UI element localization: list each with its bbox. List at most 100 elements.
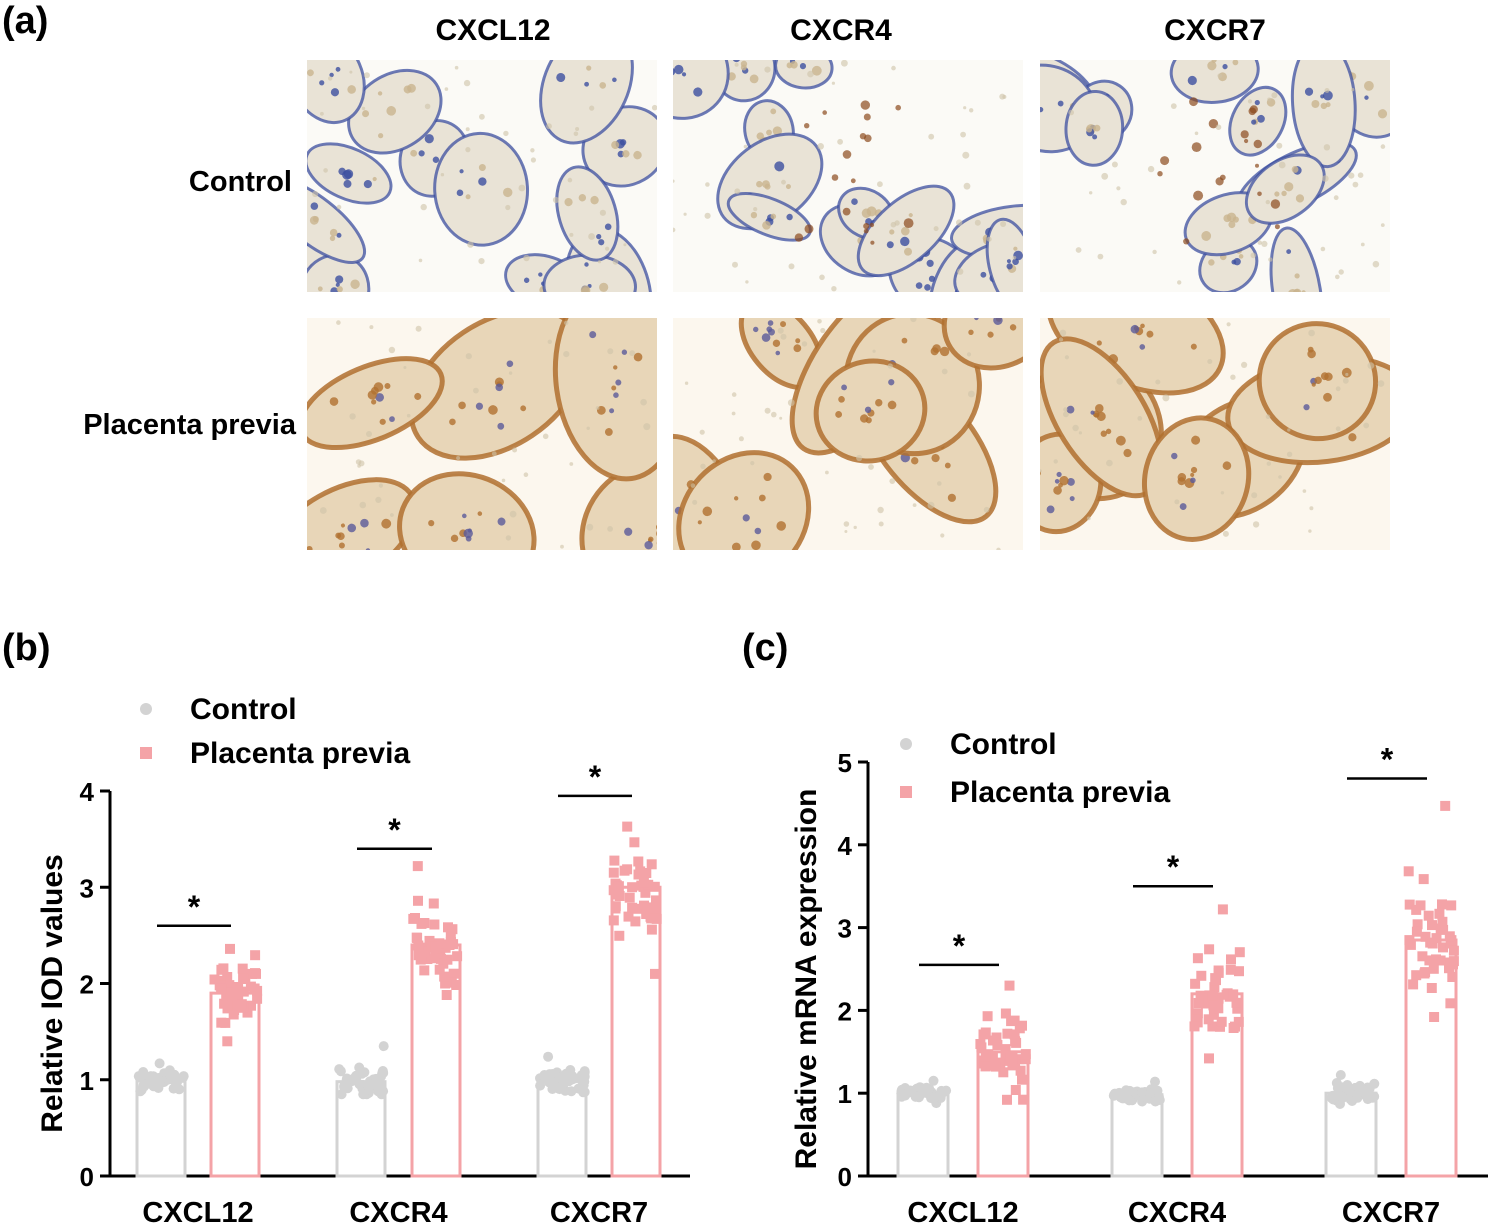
point-placenta-previa (622, 864, 633, 875)
point-placenta-previa (651, 895, 661, 906)
point-placenta-previa (1217, 904, 1228, 915)
point-placenta-previa (1437, 916, 1448, 927)
point-control (578, 1080, 589, 1091)
point-placenta-previa (650, 913, 660, 924)
point-placenta-previa (1427, 920, 1437, 931)
point-placenta-previa (632, 903, 643, 914)
point-placenta-previa (250, 950, 261, 961)
point-control (560, 1074, 571, 1085)
point-placenta-previa (608, 915, 619, 926)
point-placenta-previa (216, 983, 227, 994)
point-control (1326, 1093, 1337, 1104)
point-control (914, 1082, 925, 1093)
point-placenta-previa (442, 954, 453, 965)
column-header-cxcl12: CXCL12 (435, 14, 551, 47)
point-placenta-previa (1203, 1014, 1214, 1025)
point-placenta-previa (428, 898, 439, 909)
point-placenta-previa (1208, 1009, 1219, 1020)
point-placenta-previa (1014, 1054, 1025, 1065)
y-axis-title: Relative mRNA expression (790, 789, 823, 1170)
point-placenta-previa (1426, 983, 1437, 993)
x-category-label: CXCL12 (907, 1197, 1018, 1229)
point-placenta-previa (445, 931, 456, 942)
point-placenta-previa (1435, 923, 1446, 934)
y-tick-label: 3 (80, 873, 94, 903)
ihc-image-previa-cxcr7 (1040, 318, 1390, 550)
point-placenta-previa (1412, 919, 1423, 930)
y-tick-label: 1 (838, 1079, 852, 1109)
y-tick-label: 3 (838, 914, 852, 944)
x-category-label: CXCL12 (142, 1197, 253, 1229)
point-control (896, 1091, 907, 1102)
point-placenta-previa (1446, 900, 1457, 911)
point-control (341, 1075, 352, 1086)
legend-marker-control (140, 703, 152, 715)
point-placenta-previa (444, 940, 455, 950)
x-category-label: CXCR4 (349, 1197, 447, 1229)
point-placenta-previa (225, 987, 236, 998)
point-control (1150, 1096, 1161, 1107)
point-control (928, 1075, 939, 1086)
point-placenta-previa (1000, 1044, 1011, 1055)
point-placenta-previa (452, 951, 463, 962)
bar-control (1324, 1091, 1378, 1178)
point-control (378, 1041, 389, 1052)
y-tick-label: 0 (838, 1162, 852, 1192)
legend-marker-placenta-previa (140, 747, 152, 759)
significance-marker: * (953, 928, 966, 964)
point-placenta-previa (1234, 966, 1244, 977)
point-placenta-previa (252, 985, 263, 996)
point-placenta-previa (646, 859, 657, 870)
point-placenta-previa (1009, 1029, 1020, 1040)
point-placenta-previa (1201, 998, 1212, 1009)
point-placenta-previa (233, 983, 243, 994)
significance-marker: * (188, 889, 201, 925)
point-placenta-previa (1420, 967, 1431, 978)
point-placenta-previa (1207, 992, 1218, 1002)
point-placenta-previa (633, 856, 644, 867)
point-placenta-previa (1196, 970, 1207, 981)
point-control (922, 1085, 933, 1096)
point-placenta-previa (1002, 1094, 1012, 1105)
x-category-label: CXCR7 (550, 1197, 648, 1229)
point-placenta-previa (1207, 1021, 1218, 1032)
point-placenta-previa (1431, 933, 1442, 944)
y-tick-label: 2 (80, 970, 94, 1000)
point-placenta-previa (424, 935, 435, 946)
point-placenta-previa (1189, 1021, 1200, 1032)
ihc-image-control-cxcr7 (1040, 60, 1390, 292)
point-placenta-previa (1417, 951, 1428, 962)
point-placenta-previa (447, 924, 458, 935)
column-header-cxcr4: CXCR4 (790, 14, 892, 47)
ihc-image-previa-cxcr4 (673, 318, 1023, 550)
point-placenta-previa (1418, 874, 1429, 885)
point-placenta-previa (630, 916, 641, 927)
point-placenta-previa (1411, 970, 1422, 981)
point-placenta-previa (209, 974, 220, 985)
point-placenta-previa (1221, 989, 1232, 1000)
y-tick-label: 4 (80, 777, 95, 807)
point-placenta-previa (245, 981, 256, 992)
point-placenta-previa (1437, 899, 1447, 910)
point-placenta-previa (441, 990, 452, 1000)
point-placenta-previa (238, 986, 249, 997)
point-placenta-previa (1190, 978, 1201, 989)
point-placenta-previa (1213, 993, 1224, 1004)
point-placenta-previa (434, 964, 445, 975)
point-control (358, 1089, 369, 1100)
point-control (904, 1087, 915, 1098)
point-placenta-previa (1020, 1049, 1031, 1060)
point-placenta-previa (1405, 939, 1416, 950)
point-placenta-previa (638, 877, 649, 888)
point-placenta-previa (218, 963, 229, 974)
point-placenta-previa (413, 940, 424, 951)
point-placenta-previa (1211, 975, 1221, 986)
row-header-control: Control (188, 166, 292, 198)
point-placenta-previa (641, 868, 652, 878)
point-placenta-previa (237, 963, 248, 974)
point-control (133, 1071, 144, 1082)
point-placenta-previa (1006, 1016, 1017, 1027)
y-tick-label: 2 (838, 996, 852, 1026)
significance-marker: * (1381, 742, 1394, 778)
